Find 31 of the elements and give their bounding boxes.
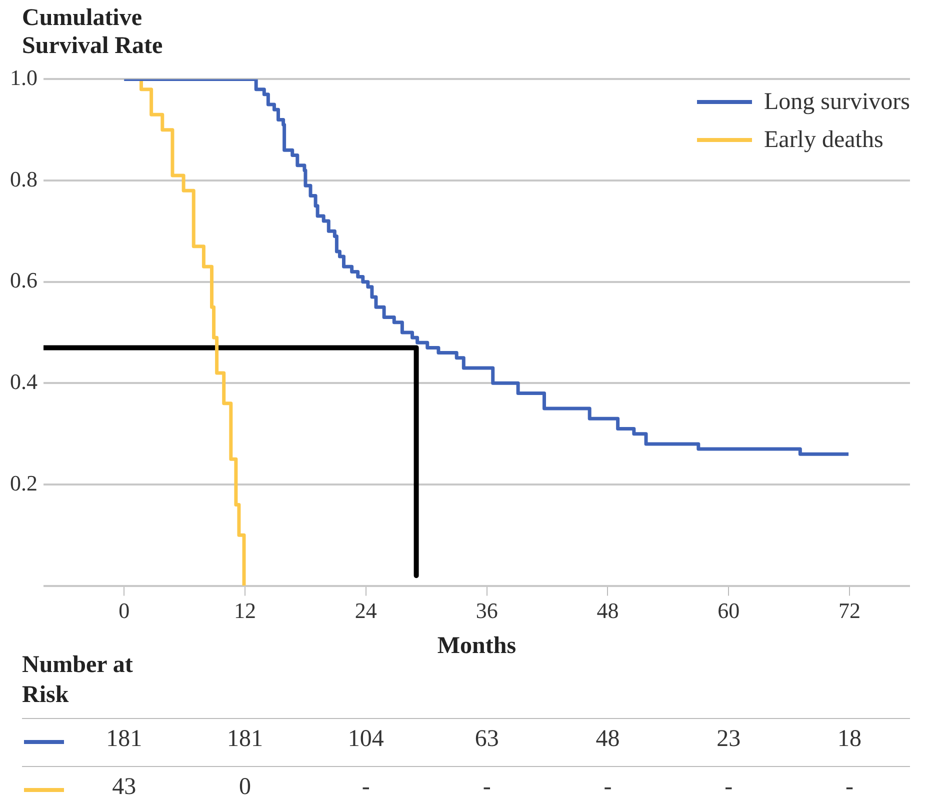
y-tick-label: 0.2 [10,470,38,496]
x-tick-label: 60 [718,598,740,623]
x-tick-label: 36 [476,598,498,623]
legend-label: Long survivors [764,88,910,116]
text: - [482,774,492,801]
x-tick-label: 48 [596,598,619,623]
text: Number at Risk [22,651,134,710]
legend-label: Early deaths [764,126,884,154]
text: 181 [105,726,144,753]
y-tick-label: 1.0 [10,64,38,90]
y-tick-label: 0.6 [10,268,38,293]
text: 181 [226,726,264,753]
x-axis-title: Months [437,632,516,659]
text: - [602,774,613,801]
y-axis-title: Cumulative Survival Rate [22,4,164,60]
y-tick-label: 0.8 [10,166,38,192]
x-tick-label: 24 [354,598,377,623]
text: 18 [836,726,863,753]
text: 0 [238,774,252,801]
text: 104 [346,726,385,753]
x-tick-label: 12 [234,598,256,623]
text: - [844,774,855,801]
text: - [724,774,734,801]
text: 43 [111,774,138,801]
y-tick-label: 0.4 [10,368,38,394]
text: 23 [716,726,742,753]
text: 48 [594,726,621,753]
text: - [360,774,371,801]
x-tick-label: 0 [118,598,130,623]
text: 63 [474,726,500,753]
x-tick-label: 72 [838,598,861,623]
